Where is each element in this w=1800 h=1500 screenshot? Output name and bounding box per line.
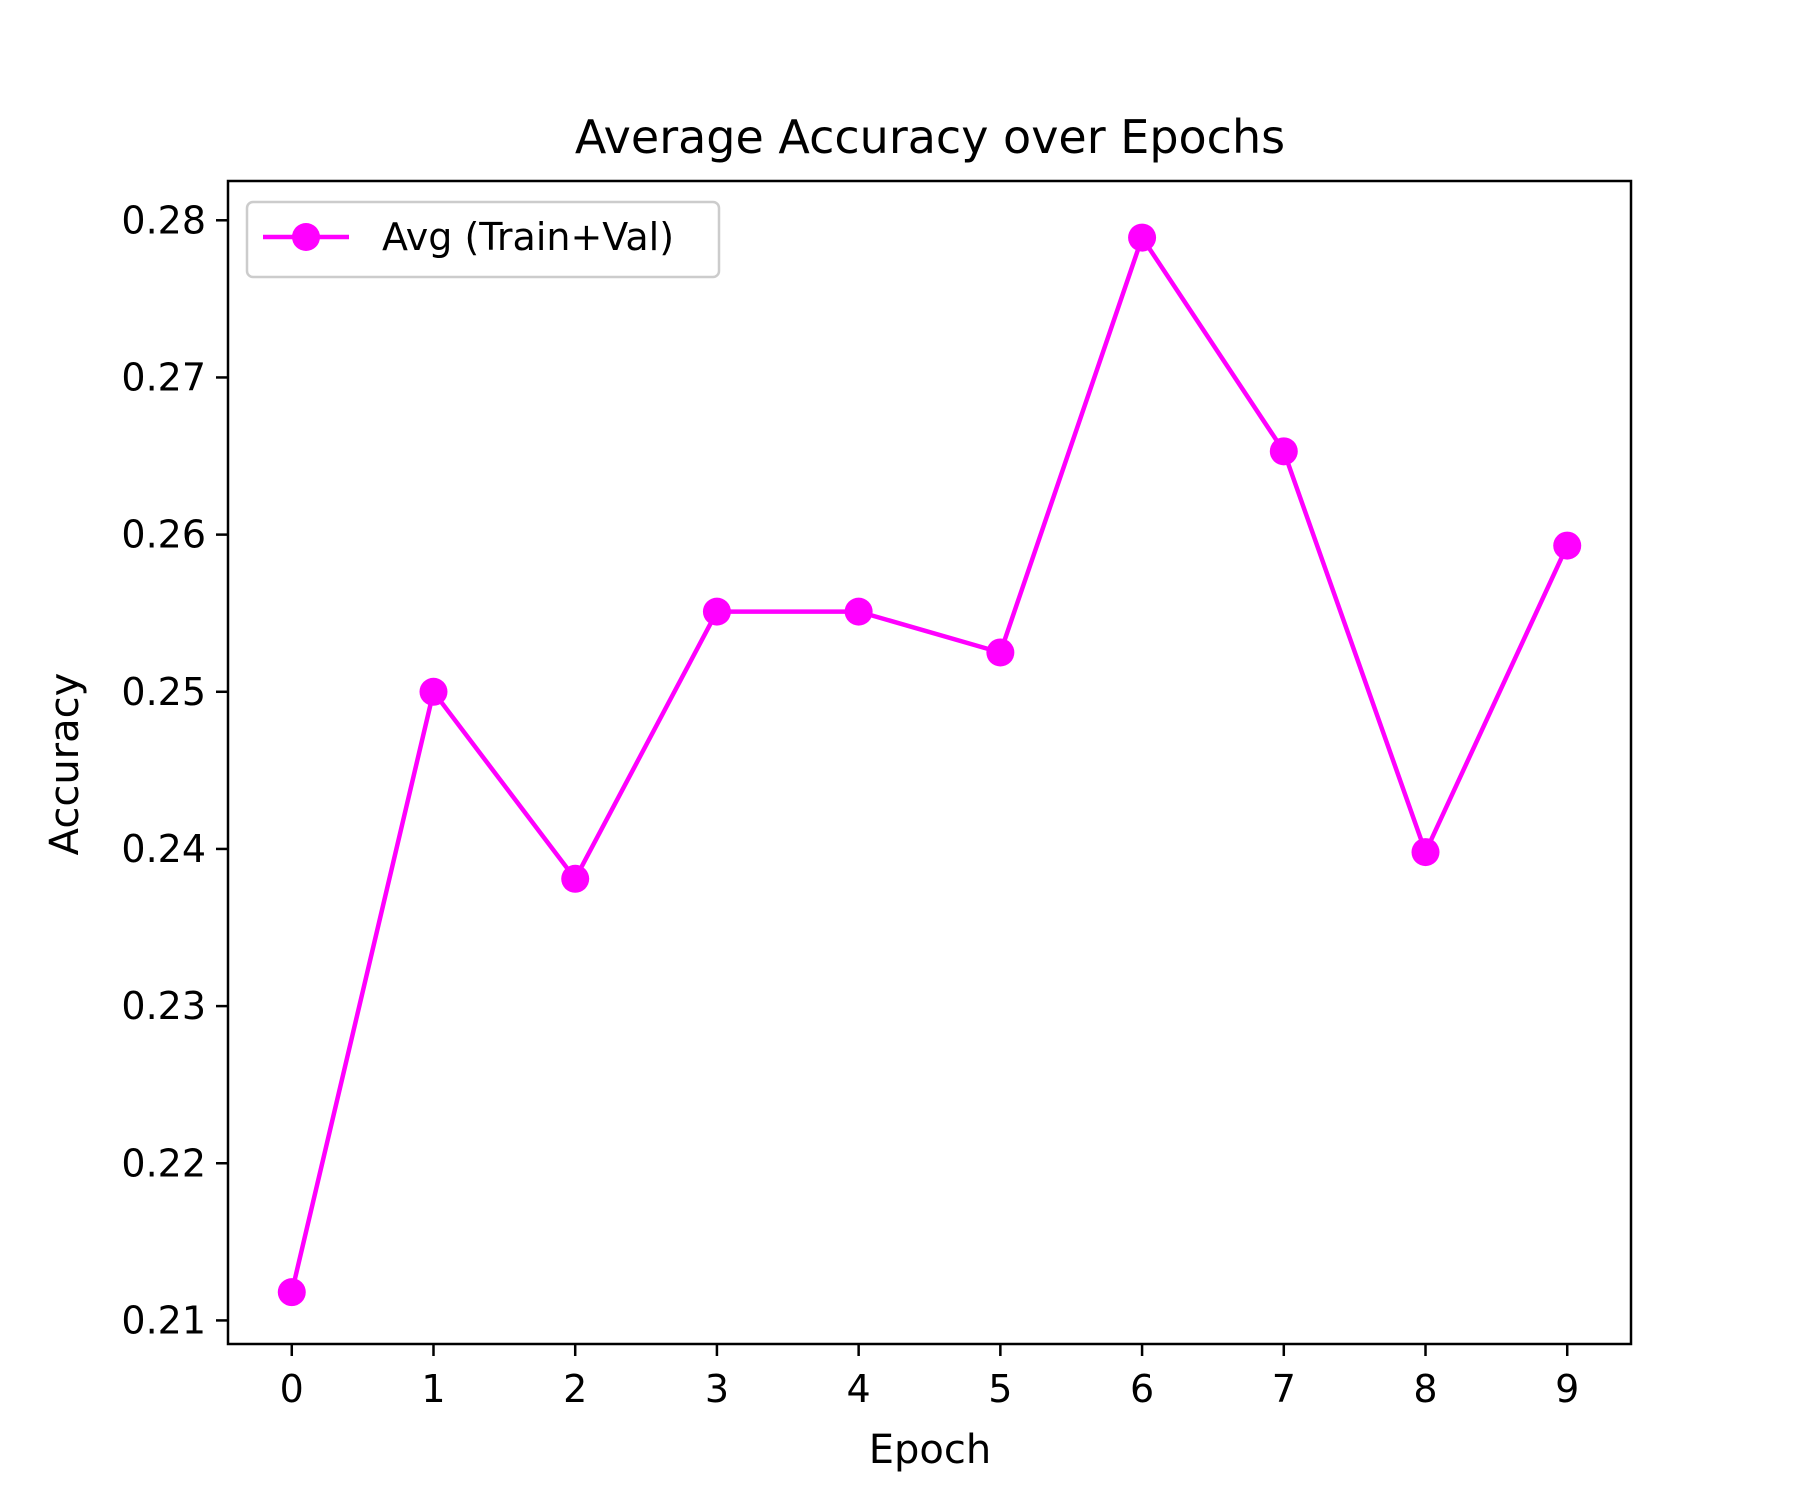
y-tick-label: 0.26 [121,513,206,557]
data-point [277,1278,306,1307]
x-tick-label: 3 [705,1367,729,1411]
x-tick-label: 6 [1130,1367,1154,1411]
y-tick-label: 0.22 [121,1141,206,1185]
data-point [1269,437,1298,466]
x-tick-label: 5 [988,1367,1012,1411]
x-tick-label: 2 [563,1367,587,1411]
legend: Avg (Train+Val) [245,200,721,279]
y-tick-label: 0.25 [121,670,206,714]
y-tick-label: 0.28 [121,198,206,242]
series-layer [277,223,1582,1307]
data-point [1553,531,1582,560]
x-tick-label: 0 [280,1367,304,1411]
x-axis-label: Epoch [869,1427,991,1473]
data-point [844,597,873,626]
data-point [1411,838,1440,867]
legend-box [245,200,721,279]
y-tick-label: 0.23 [121,984,206,1028]
y-tick-label: 0.24 [121,827,206,871]
x-tick-label: 8 [1413,1367,1437,1411]
x-tick-label: 4 [847,1367,871,1411]
data-point [1128,223,1157,252]
y-axis-label: Accuracy [42,673,88,856]
legend-label: Avg (Train+Val) [382,215,674,259]
y-tick-label: 0.27 [121,355,206,399]
x-tick-label: 9 [1555,1367,1579,1411]
y-tick-label: 0.21 [121,1298,206,1342]
data-point [986,638,1015,667]
legend-marker-swatch [292,223,320,251]
axis-ticks: 0 1 2 3 4 5 6 7 8 9 0.21 0.22 0.23 0.24 0.25 0.26 0.27 0.… [121,198,1579,1411]
plot-area-frame [226,179,1633,1346]
data-point [419,677,448,706]
x-tick-label: 1 [421,1367,445,1411]
data-point [702,597,731,626]
data-point [561,864,590,893]
series-line [289,235,1570,1293]
x-tick-label: 7 [1272,1367,1296,1411]
chart-title: Average Accuracy over Epochs [575,110,1285,164]
